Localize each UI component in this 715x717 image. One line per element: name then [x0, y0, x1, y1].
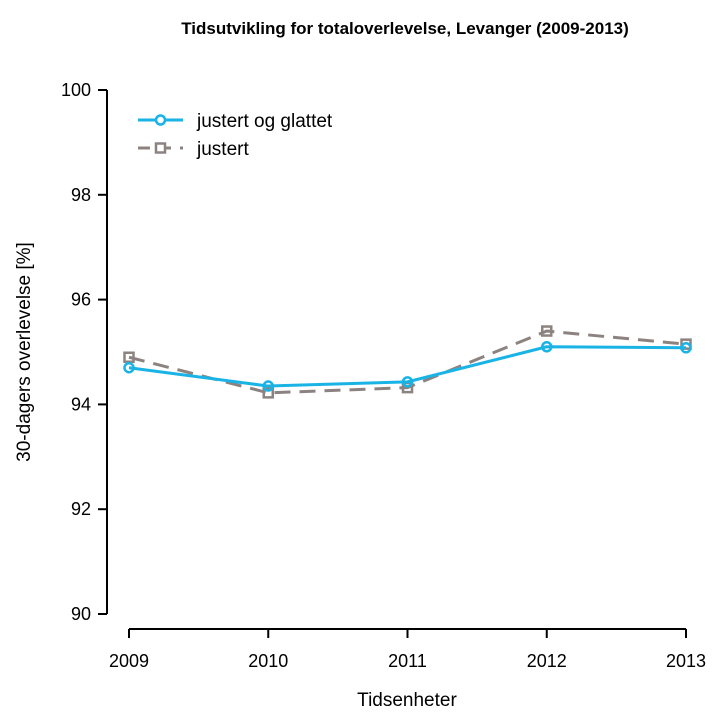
legend-label: justert og glattet	[196, 111, 333, 132]
data-point	[262, 380, 274, 392]
y-tick-label: 98	[71, 185, 91, 205]
data-point	[680, 338, 692, 350]
y-tick-label: 92	[71, 499, 91, 519]
data-point	[401, 376, 414, 388]
x-tick-label: 2010	[248, 651, 288, 671]
legend-item: justert og glattet	[138, 111, 333, 132]
legend-marker	[154, 142, 167, 154]
x-tick-label: 2012	[527, 651, 567, 671]
series-justert-line	[128, 329, 687, 395]
y-tick-label: 100	[61, 80, 91, 100]
x-tick-label: 2013	[666, 651, 706, 671]
data-point	[541, 341, 553, 353]
series-group	[123, 325, 692, 399]
x-axis-label: Tidsenheter	[357, 690, 457, 711]
x-axis: 2009 2010 2011 2012 2013	[109, 628, 706, 671]
series-justert-og-glattet-line	[128, 345, 687, 388]
x-tick-label: 2009	[109, 651, 149, 671]
data-point	[123, 361, 135, 374]
legend: justert og glattet justert	[138, 111, 333, 160]
y-axis: 90 92 94 96 98 100	[61, 80, 108, 624]
y-tick-label: 96	[71, 290, 91, 310]
series-justert	[123, 325, 692, 399]
y-tick-label: 90	[71, 604, 91, 624]
data-point	[680, 342, 692, 354]
chart-title: Tidsutvikling for totaloverlevelse, Leva…	[181, 19, 629, 38]
legend-item: justert	[138, 139, 249, 160]
x-tick-label: 2011	[388, 651, 427, 671]
y-axis-label: 30-dagers overlevelse [%]	[14, 242, 35, 462]
data-point	[541, 325, 553, 337]
y-ticks: 90 92 94 96 98 100	[61, 80, 107, 624]
series-justert-og-glattet	[123, 341, 692, 392]
data-point	[262, 387, 274, 399]
x-ticks: 2009 2010 2011 2012 2013	[109, 629, 706, 671]
data-point	[123, 351, 135, 363]
legend-label: justert	[196, 139, 249, 160]
y-tick-label: 94	[71, 394, 91, 414]
legend-marker	[154, 114, 167, 126]
